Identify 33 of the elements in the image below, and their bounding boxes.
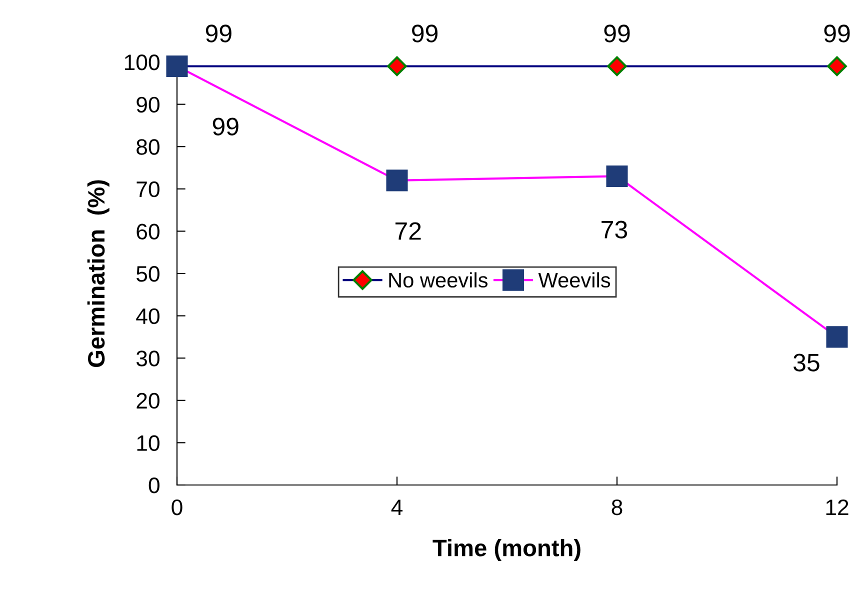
data-label: 72 bbox=[395, 222, 421, 240]
y-tick-label: 10 bbox=[137, 435, 160, 451]
data-label: 99 bbox=[824, 24, 850, 42]
data-label: 99 bbox=[206, 24, 232, 42]
legend-label: Weevils bbox=[538, 272, 610, 288]
y-tick-label: 30 bbox=[136, 350, 160, 366]
y-axis-title: Germination (%) bbox=[87, 180, 110, 367]
point bbox=[386, 170, 408, 192]
y-tick-label: 80 bbox=[136, 139, 160, 155]
data-label: 99 bbox=[412, 24, 438, 42]
point bbox=[826, 326, 848, 348]
y-tick-label: 50 bbox=[136, 266, 160, 282]
legend-label: No weevils bbox=[389, 272, 488, 288]
x-tick-label: 8 bbox=[612, 499, 622, 516]
point bbox=[606, 165, 628, 187]
x-tick-label: 12 bbox=[826, 499, 848, 515]
y-tick-label: 90 bbox=[136, 96, 160, 113]
y-tick-label: 60 bbox=[136, 224, 160, 240]
x-tick-label: 0 bbox=[172, 499, 182, 516]
y-tick-label: 70 bbox=[136, 181, 160, 198]
data-label: 99 bbox=[212, 118, 238, 136]
y-tick-label: 0 bbox=[148, 478, 160, 494]
data-label: 73 bbox=[602, 220, 628, 238]
y-tick-label: 100 bbox=[124, 54, 160, 70]
y-tick-label: 40 bbox=[136, 308, 160, 324]
data-label: 35 bbox=[793, 354, 820, 372]
x-axis-title: Time (month) bbox=[432, 539, 580, 562]
point bbox=[387, 56, 407, 76]
y-tick-label: 20 bbox=[136, 392, 160, 409]
x-tick-label: 4 bbox=[391, 500, 403, 515]
point bbox=[607, 56, 627, 76]
point bbox=[827, 56, 847, 76]
data-label: 99 bbox=[604, 24, 630, 42]
